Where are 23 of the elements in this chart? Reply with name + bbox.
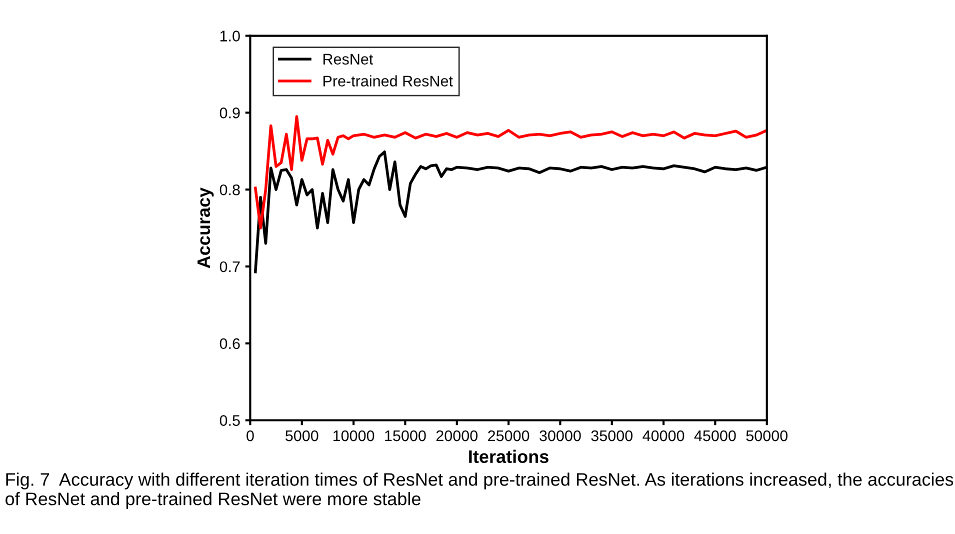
y-tick-label: 0.8 (220, 184, 240, 196)
x-tick-label: 15000 (385, 430, 426, 442)
x-tick-label: 10000 (333, 430, 374, 442)
x-axis-title: Iterations (469, 450, 548, 464)
legend-label: ResNet (323, 54, 374, 65)
caption: Fig. 7 Accuracy with different iteration times of ResNet and pre-trained ResNet. As iterations increased, the accuracies of ResNet and pre-trained ResNet were more stable (6, 472, 954, 509)
x-tick-label: 40000 (642, 430, 684, 442)
x-tick-label: 25000 (488, 430, 530, 442)
y-axis-title: Accuracy (198, 187, 214, 268)
y-tick-label: 0.9 (220, 108, 240, 118)
y-tick-label: 1.0 (220, 30, 240, 42)
x-tick-label: 5000 (285, 430, 318, 442)
line-series (254, 115, 767, 230)
x-tick-label: 35000 (591, 430, 633, 442)
x-tick-label: 50000 (746, 430, 788, 442)
y-tick-label: 0.6 (220, 338, 240, 350)
x-tick-label: 30000 (540, 430, 581, 442)
x-tick-label: 45000 (694, 430, 736, 442)
y-tick-label: 0.5 (220, 415, 240, 426)
x-tick-label: 20000 (436, 430, 478, 442)
y-tick-label: 0.7 (220, 261, 240, 272)
x-tick-label: 0 (246, 430, 254, 442)
legend-label: Pre-trained ResNet (323, 75, 453, 86)
